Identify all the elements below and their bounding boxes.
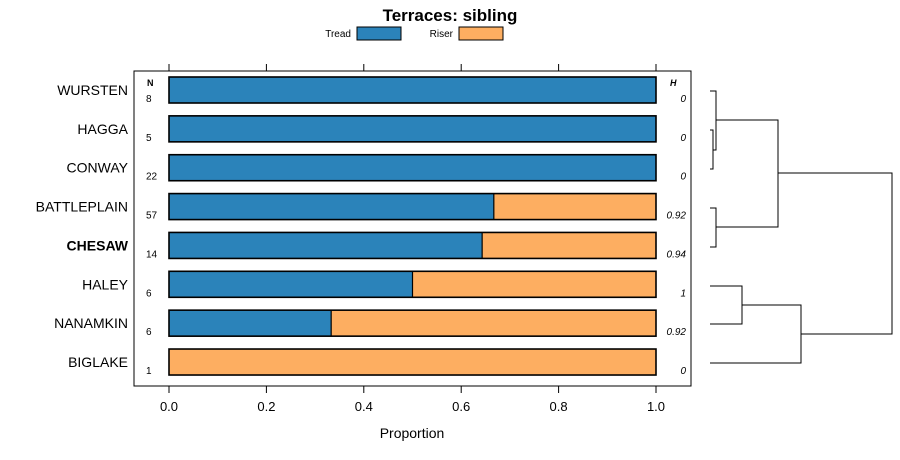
dendrogram-branch (778, 172, 893, 335)
n-value: 6 (146, 327, 152, 338)
top-ticks (168, 64, 657, 71)
plot-frame (133, 70, 692, 387)
x-tick-label: 0.4 (355, 399, 373, 414)
n-column-header: N (147, 78, 154, 88)
bar-row: WURSTEN 8 0 (57, 76, 686, 105)
n-value: 8 (146, 94, 152, 105)
category-label: CONWAY (67, 160, 129, 176)
x-tick-label: 0.2 (257, 399, 275, 414)
dendrogram-branch (710, 129, 714, 170)
category-label: HALEY (82, 276, 129, 292)
x-tick-label: 0.6 (452, 399, 470, 414)
category-label: HAGGA (77, 121, 128, 137)
h-value: 0 (680, 172, 686, 183)
bar-segment-riser (493, 193, 656, 220)
n-value: 6 (146, 288, 152, 299)
bar-rows: WURSTEN 8 0 HAGGA 5 0 CONWAY 22 0 BATTLEPLAIN 57 0.… (36, 76, 687, 377)
bar-row: HALEY 6 1 (82, 270, 686, 299)
legend-label-riser: Riser (430, 29, 454, 40)
n-value: 1 (146, 366, 152, 377)
x-tick-label: 1.0 (647, 399, 665, 414)
bar-segment-tread (169, 154, 656, 181)
bar-segment-tread (169, 271, 413, 298)
bar-segment-tread (169, 77, 656, 103)
n-value: 5 (146, 133, 152, 144)
bar-segment-riser (331, 310, 656, 337)
x-tick-label: 0.8 (550, 399, 568, 414)
h-value: 0.92 (667, 211, 687, 222)
x-tick-label: 0.0 (160, 399, 178, 414)
category-label: CHESAW (67, 237, 129, 253)
chart-title: Terraces: sibling (383, 6, 518, 25)
bar-segment-riser (482, 232, 656, 259)
category-label: WURSTEN (57, 82, 128, 98)
bar-row: BATTLEPLAIN 57 0.92 (36, 192, 687, 222)
bar-outline (168, 153, 657, 182)
dendrogram-branch (710, 285, 743, 325)
bar-outline (168, 309, 657, 337)
bar-segment-tread (169, 232, 483, 259)
dendrogram (710, 90, 893, 364)
legend: Tread Riser (325, 26, 504, 41)
bar-outline (168, 348, 657, 376)
bar-row: BIGLAKE 1 0 (68, 348, 686, 377)
legend-label-tread: Tread (325, 29, 351, 40)
n-value: 57 (146, 211, 158, 222)
h-column-header: H (670, 78, 677, 88)
bar-row: CHESAW 14 0.94 (67, 231, 687, 260)
category-label: BATTLEPLAIN (36, 199, 128, 215)
category-label: BIGLAKE (68, 354, 128, 370)
bar-segment-riser (169, 349, 656, 376)
dendrogram-branch (716, 119, 779, 228)
bar-segment-riser (412, 271, 656, 298)
h-value: 0 (680, 94, 686, 105)
h-value: 0 (680, 366, 686, 377)
x-axis: 0.0 0.2 0.4 0.6 0.8 1.0 (160, 386, 665, 414)
bar-row: CONWAY 22 0 (67, 153, 686, 183)
n-value: 22 (146, 172, 158, 183)
bar-outline (168, 76, 657, 104)
bar-row: HAGGA 5 0 (77, 115, 686, 144)
dendrogram-branch (710, 207, 717, 248)
h-value: 0.94 (667, 249, 687, 260)
x-axis-title: Proportion (380, 425, 445, 441)
h-value: 1 (680, 288, 686, 299)
bar-outline (168, 192, 657, 221)
dendrogram-branch (710, 304, 802, 364)
bar-outline (168, 115, 657, 143)
bar-segment-tread (169, 310, 332, 337)
category-label: NANAMKIN (54, 315, 128, 331)
h-value: 0 (680, 133, 686, 144)
n-value: 14 (146, 249, 158, 260)
legend-swatch-tread (356, 26, 402, 41)
bar-row: NANAMKIN 6 0.92 (54, 309, 687, 338)
legend-swatch-riser (458, 26, 504, 41)
bar-outline (168, 231, 657, 260)
bar-segment-tread (169, 193, 494, 220)
bar-segment-tread (169, 115, 656, 142)
h-value: 0.92 (667, 327, 687, 338)
